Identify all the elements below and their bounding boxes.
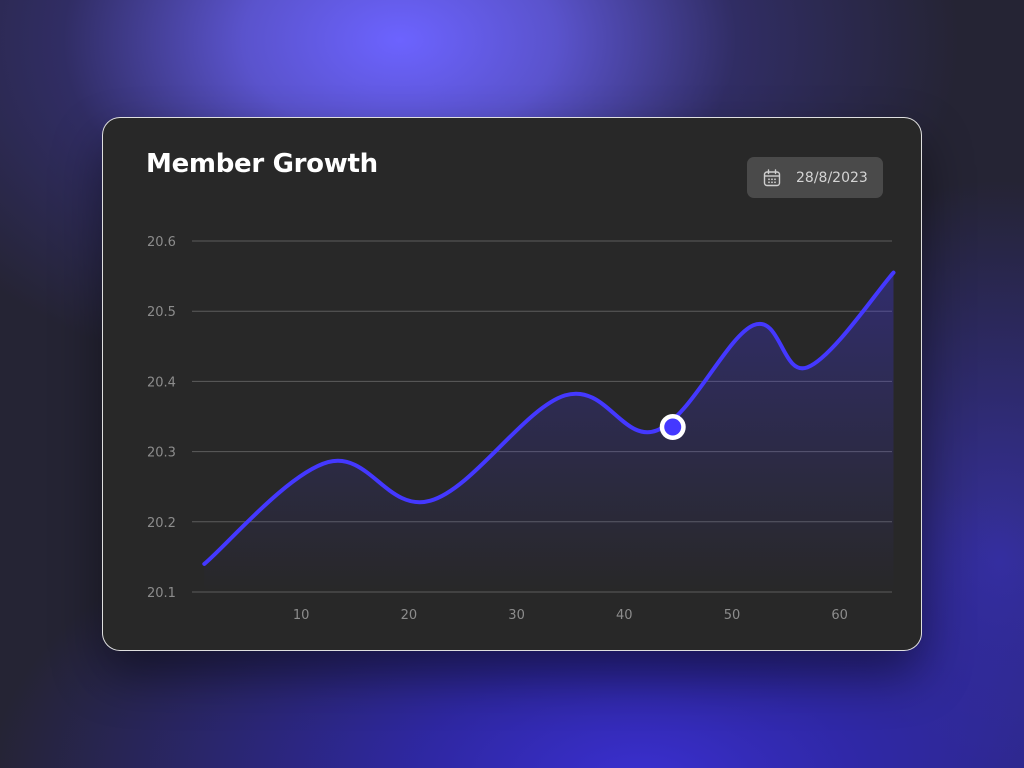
date-value: 28/8/2023: [796, 169, 868, 186]
series-line: [202, 270, 896, 566]
y-tick-label: 20.6: [147, 235, 176, 250]
highlight-marker: [664, 418, 682, 436]
x-tick-label: 60: [831, 608, 848, 623]
y-tick-label: 20.5: [147, 305, 176, 320]
y-tick-label: 20.1: [147, 586, 176, 601]
x-tick-label: 50: [724, 608, 741, 623]
x-tick-label: 30: [508, 608, 525, 623]
y-tick-label: 20.3: [147, 446, 176, 461]
x-tick-label: 20: [401, 608, 418, 623]
series-area: [204, 272, 894, 592]
y-tick-label: 20.2: [147, 516, 176, 531]
line-chart: 20.6 20.5 20.4 20.3 20.2 20.1 10 20 30 40 50 60: [147, 235, 896, 623]
calendar-icon: [763, 168, 781, 187]
x-tick-label: 40: [616, 608, 633, 623]
chart-title: Member Growth: [146, 149, 378, 179]
member-growth-card: Member Growth 28/8/2023: [102, 117, 922, 651]
y-tick-label: 20.4: [147, 375, 176, 390]
x-tick-label: 10: [293, 608, 310, 623]
date-picker-button[interactable]: 28/8/2023: [747, 157, 883, 198]
